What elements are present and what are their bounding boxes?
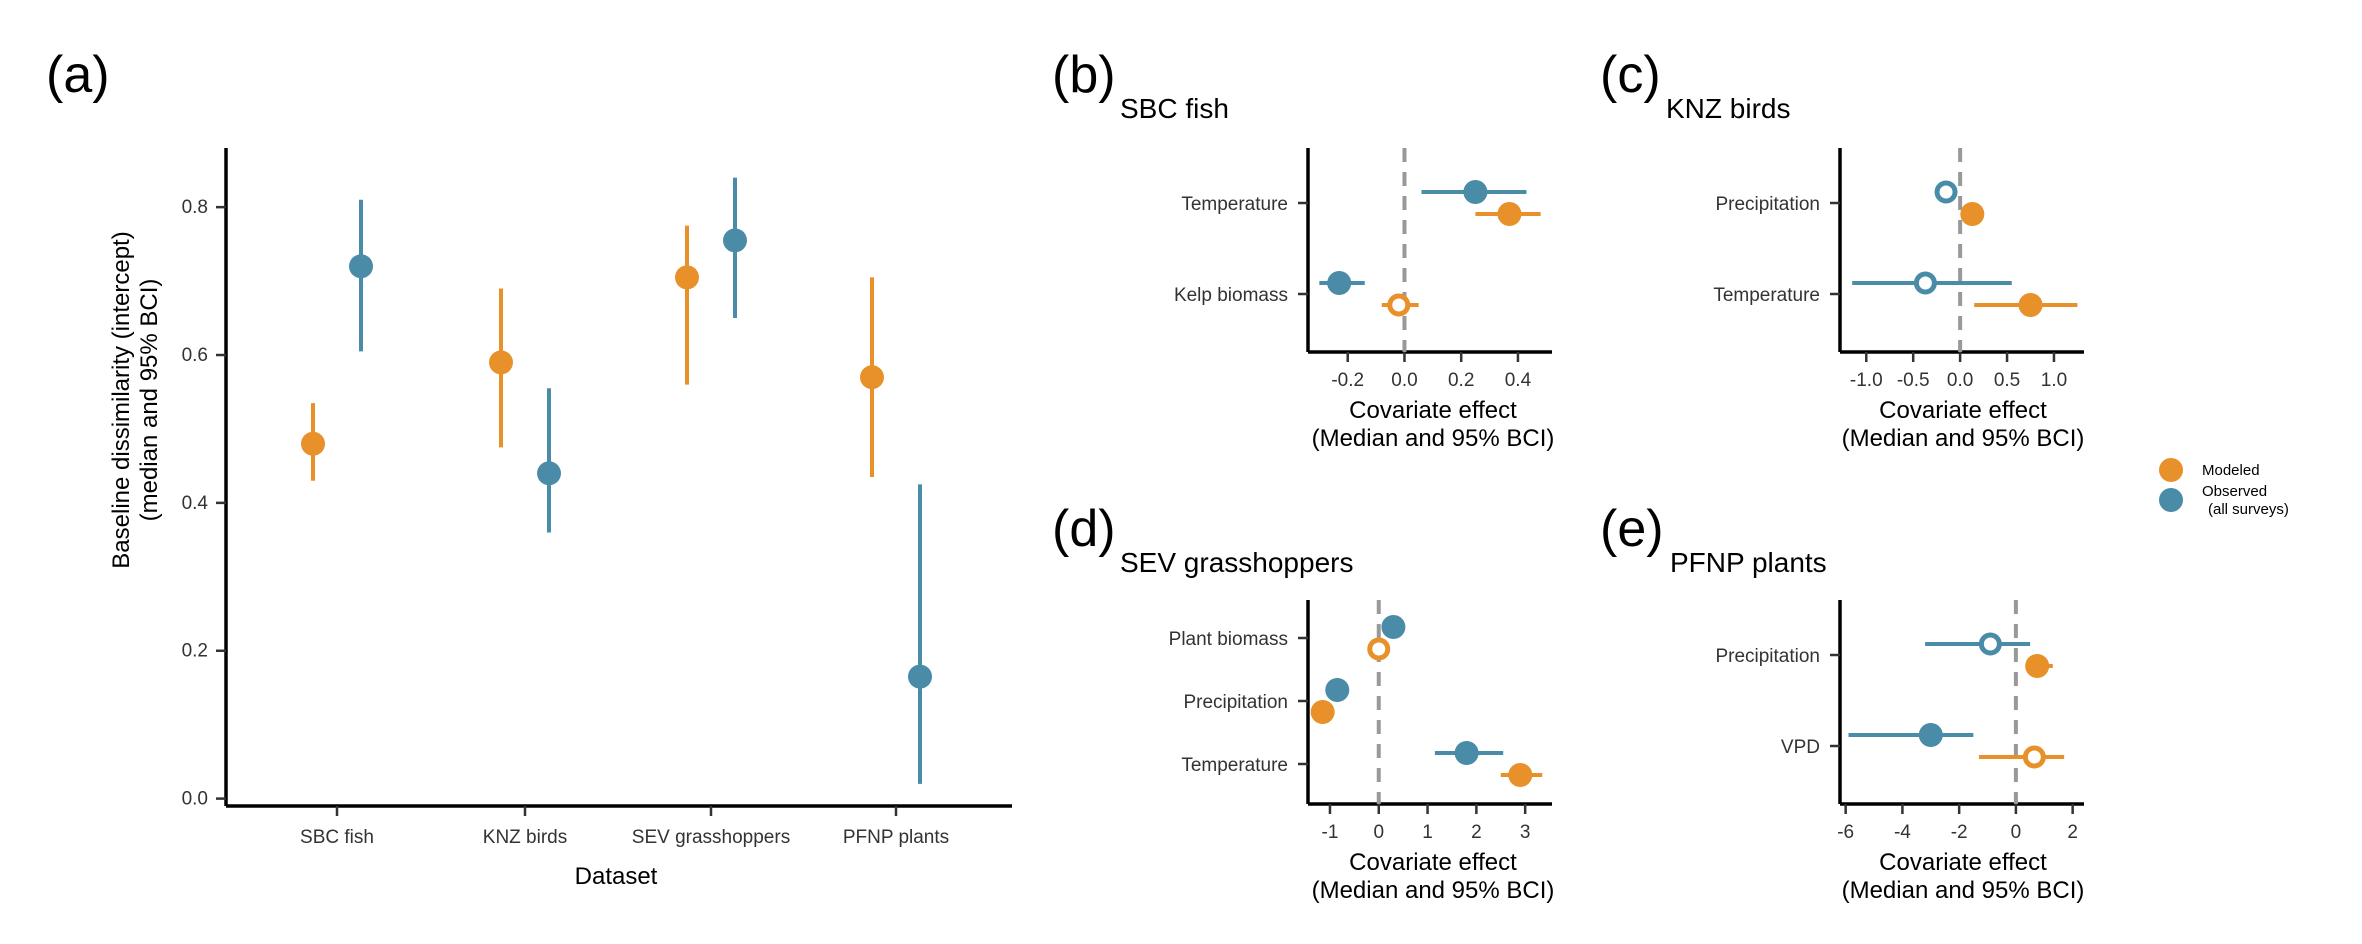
panel-a-point-modeled-knz-birds (489, 350, 513, 375)
panel-e-x-axis-subtitle: (Median and 95% BCI) (1842, 877, 2085, 904)
panel-a-x-tick-label-sbc-fish: SBC fish (300, 827, 374, 848)
panel-c-title: KNZ birds (1666, 93, 1790, 124)
panel-a-x-tick-label-sev-grasshoppers: SEV grasshoppers (632, 827, 790, 848)
panel-b-point-observed-temperature (1463, 180, 1488, 204)
panel-e-point-observed-precipitation-hollow (1978, 632, 2002, 656)
panel-a-point-modeled-pfnp-plants (860, 365, 884, 390)
legend-modeled-key (2159, 458, 2183, 482)
panel-d-label: (d) (1052, 500, 1116, 558)
panel-a-label: (a) (46, 46, 110, 104)
panel-e-x-tick-label: -4 (1894, 822, 1911, 843)
panel-c-x-tick-label: -0.5 (1897, 370, 1930, 391)
legend-modeled-label: Modeled (2202, 462, 2260, 479)
panel-d-sev-grasshoppers: (d) SEV grasshoppers Covariate effect (M… (1052, 500, 1554, 904)
panel-d-point-observed-temperature (1454, 741, 1479, 765)
panel-a-point-observed-sev-grasshoppers (723, 228, 747, 253)
panel-b-point-observed-kelp-biomass (1327, 271, 1352, 295)
panel-a-x-tick-label-pfnp-plants: PFNP plants (843, 827, 949, 848)
panel-e-y-tick-label-precipitation: Precipitation (1715, 646, 1820, 667)
panel-d-point-observed-precipitation (1325, 678, 1350, 702)
panel-d-title: SEV grasshoppers (1120, 547, 1353, 578)
panel-b-x-axis-subtitle: (Median and 95% BCI) (1312, 425, 1555, 452)
panel-e-x-tick-label: -6 (1837, 822, 1854, 843)
panel-e-pfnp-plants: (e) PFNP plants Covariate effect (Median… (1600, 500, 2084, 904)
panel-e-x-tick-label: 2 (2067, 822, 2078, 843)
panel-c-x-tick-label: 0.0 (1947, 370, 1973, 391)
panel-e-point-observed-vpd (1918, 723, 1943, 747)
panel-b-sbc-fish: (b) SBC fish Covariate effect (Median an… (1052, 46, 1554, 452)
panel-d-x-tick-label: 0 (1373, 822, 1384, 843)
panel-c-point-observed-precipitation-hollow (1934, 180, 1958, 204)
panel-b-y-tick-label-temperature: Temperature (1181, 194, 1288, 215)
panel-e-x-axis-title: Covariate effect (1879, 849, 2047, 876)
legend-observed-label: Observed (2202, 483, 2267, 500)
panel-d-x-axis-title: Covariate effect (1349, 849, 1517, 876)
panel-e-point-modeled-vpd-hollow (2022, 745, 2046, 769)
panel-b-x-tick-label: -0.2 (1331, 370, 1364, 391)
panel-a-y-tick-label: 0.2 (182, 641, 208, 662)
panel-d-y-tick-label-temperature: Temperature (1181, 755, 1288, 776)
panel-d-x-tick-label: 1 (1422, 822, 1433, 843)
panel-d-y-tick-label-plant-biomass: Plant biomass (1169, 629, 1288, 650)
legend-observed-key (2159, 488, 2183, 512)
panel-a-point-observed-knz-birds (537, 461, 561, 486)
panel-d-x-axis-subtitle: (Median and 95% BCI) (1312, 877, 1555, 904)
panel-c-knz-birds: (c) KNZ birds Covariate effect (Median a… (1600, 46, 2084, 452)
panel-c-label: (c) (1600, 46, 1661, 104)
panel-d-point-modeled-precipitation (1310, 700, 1335, 724)
panel-b-point-modeled-kelp-biomass-hollow (1387, 293, 1411, 317)
panel-a-point-observed-pfnp-plants (908, 664, 932, 689)
panel-e-title: PFNP plants (1670, 547, 1827, 578)
panel-d-x-tick-label: -1 (1322, 822, 1339, 843)
panel-b-x-tick-label: 0.4 (1505, 370, 1532, 391)
panel-a-point-modeled-sbc-fish (301, 431, 325, 456)
panel-e-point-modeled-precipitation (2025, 654, 2050, 678)
panel-a-y-tick-label: 0.0 (182, 789, 208, 810)
panel-e-y-tick-label-vpd: VPD (1781, 737, 1820, 758)
panel-c-x-tick-label: 0.5 (1994, 370, 2020, 391)
panel-b-title: SBC fish (1120, 93, 1229, 124)
panel-a-y-tick-label: 0.6 (182, 345, 208, 366)
panel-e-x-tick-label: -2 (1951, 822, 1968, 843)
panel-d-x-tick-label: 3 (1520, 822, 1531, 843)
legend: Modeled Observed (all surveys) (2159, 458, 2289, 518)
panel-a-point-modeled-sev-grasshoppers (675, 265, 699, 290)
panel-a-y-axis-subtitle: (median and 95% BCI) (136, 279, 163, 522)
panel-c-x-axis-subtitle: (Median and 95% BCI) (1842, 425, 2085, 452)
panel-c-point-modeled-precipitation (1960, 202, 1985, 226)
legend-observed-sublabel: (all surveys) (2208, 501, 2289, 518)
panel-c-y-tick-label-precipitation: Precipitation (1715, 194, 1820, 215)
panel-a-point-observed-sbc-fish (349, 254, 373, 279)
panel-c-x-tick-label: -1.0 (1850, 370, 1883, 391)
panel-a-x-tick-label-knz-birds: KNZ birds (483, 827, 567, 848)
panel-c-x-tick-label: 1.0 (2041, 370, 2067, 391)
panel-b-label: (b) (1052, 46, 1116, 104)
panel-c-point-observed-temperature-hollow (1913, 271, 1937, 295)
panel-d-point-observed-plant-biomass (1381, 615, 1406, 639)
panel-e-label: (e) (1600, 500, 1664, 558)
panel-a-y-axis-title: Baseline dissimilarity (intercept) (108, 231, 135, 568)
panel-b-x-axis-title: Covariate effect (1349, 397, 1517, 424)
panel-b-point-modeled-temperature (1497, 202, 1522, 226)
panel-c-y-tick-label-temperature: Temperature (1713, 285, 1820, 306)
panel-d-point-modeled-plant-biomass-hollow (1367, 637, 1391, 661)
panel-e-x-tick-label: 0 (2011, 822, 2022, 843)
panel-c-x-axis-title: Covariate effect (1879, 397, 2047, 424)
panel-b-y-tick-label-kelp-biomass: Kelp biomass (1174, 285, 1288, 306)
panel-b-x-tick-label: 0.0 (1391, 370, 1417, 391)
panel-b-x-tick-label: 0.2 (1448, 370, 1474, 391)
panel-d-x-tick-label: 2 (1471, 822, 1482, 843)
panel-a-baseline-dissimilarity: (a) Baseline dissimilarity (intercept) (… (46, 46, 1012, 890)
panel-d-point-modeled-temperature (1508, 763, 1533, 787)
panel-a-y-tick-label: 0.4 (182, 493, 209, 514)
panel-a-x-axis-title: Dataset (575, 863, 658, 890)
panel-a-y-tick-label: 0.8 (182, 197, 208, 218)
panel-c-point-modeled-temperature (2018, 293, 2043, 317)
panel-d-y-tick-label-precipitation: Precipitation (1183, 692, 1288, 713)
